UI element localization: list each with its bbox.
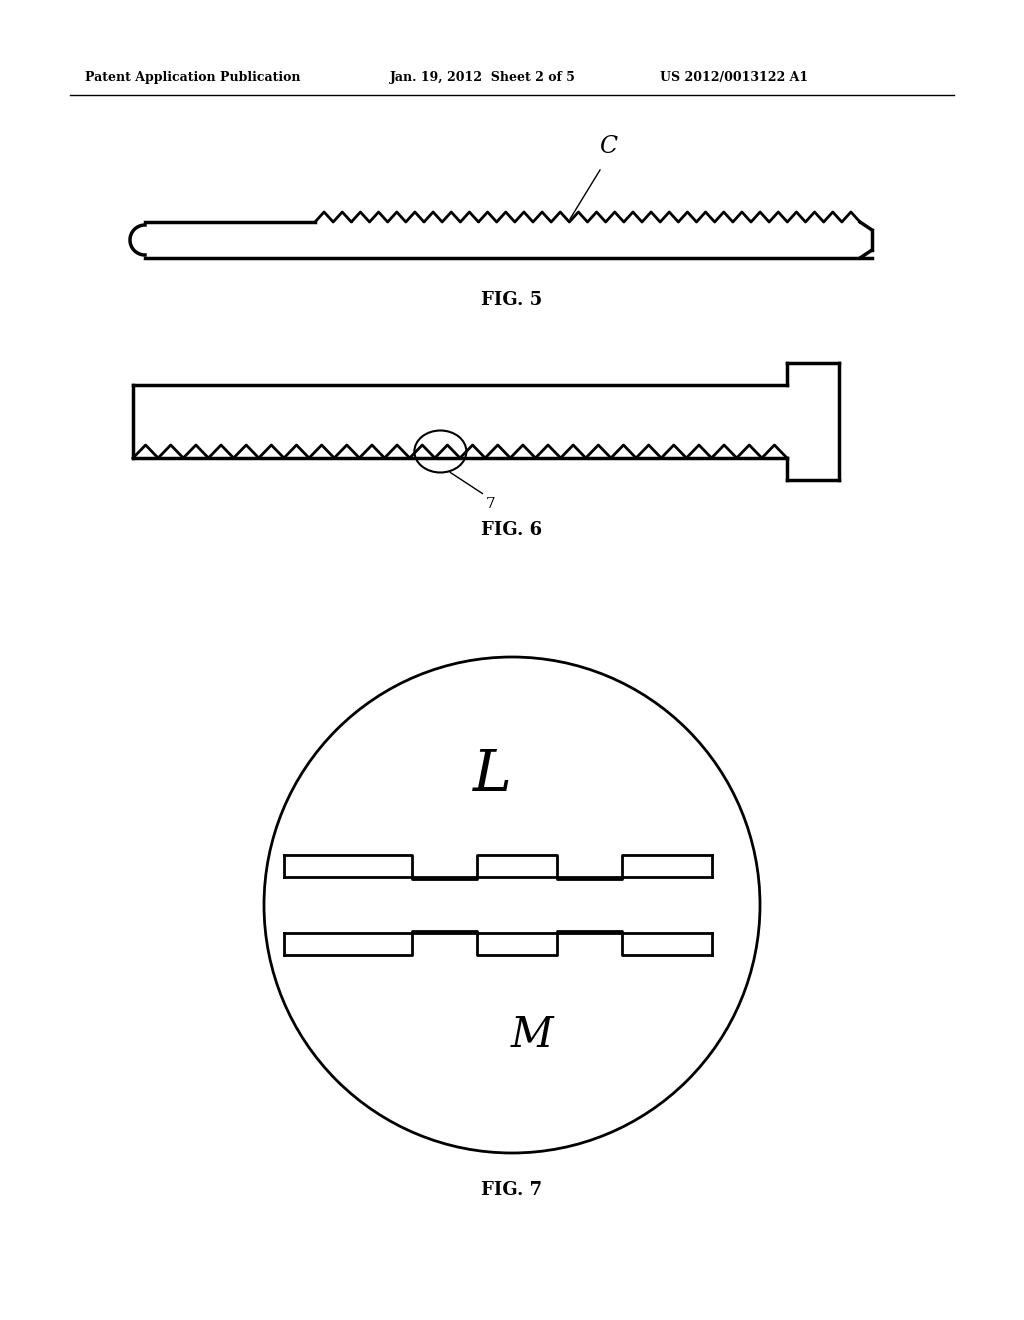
Text: L: L [473,747,511,804]
Text: FIG. 7: FIG. 7 [481,1181,543,1199]
Text: FIG. 5: FIG. 5 [481,290,543,309]
Text: M: M [511,1014,553,1056]
Text: Patent Application Publication: Patent Application Publication [85,71,300,84]
Text: C: C [599,135,617,158]
Text: US 2012/0013122 A1: US 2012/0013122 A1 [660,71,808,84]
Text: FIG. 6: FIG. 6 [481,521,543,539]
Text: Jan. 19, 2012  Sheet 2 of 5: Jan. 19, 2012 Sheet 2 of 5 [390,71,575,84]
Text: 7: 7 [485,496,495,511]
